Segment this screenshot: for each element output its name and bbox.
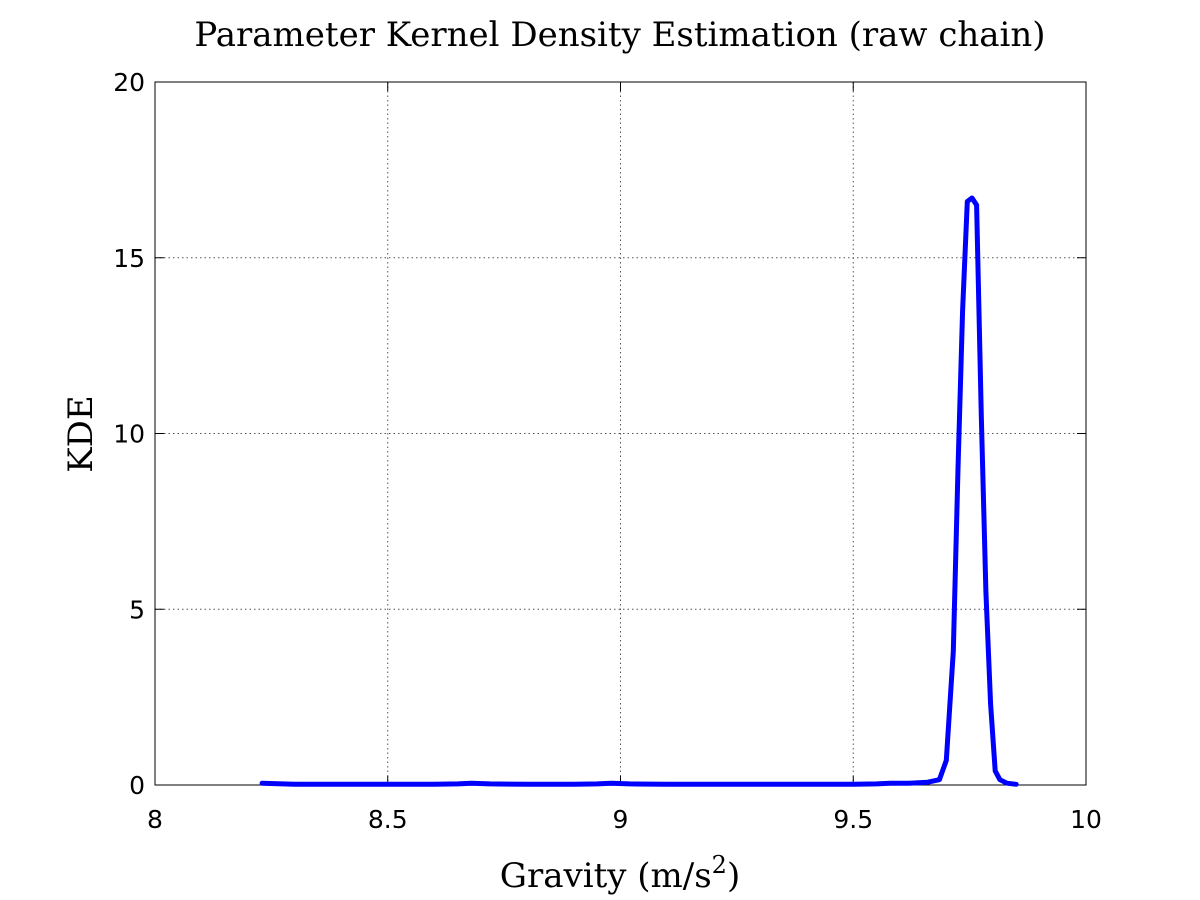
x-tick-label: 9: [613, 805, 629, 834]
x-tick-label: 8.5: [368, 805, 408, 834]
series-layer: [259, 195, 1019, 787]
y-tick-label: 20: [113, 68, 145, 97]
x-tick-label: 9.5: [833, 805, 873, 834]
grid: [155, 82, 1086, 785]
x-axis-label-main: Gravity (m/s: [500, 856, 712, 896]
y-tick-label: 10: [113, 420, 145, 449]
ticks: [154, 81, 1087, 786]
chart-title: Parameter Kernel Density Estimation (raw…: [194, 15, 1045, 55]
x-axis-label-tail: ): [727, 856, 740, 896]
x-tick-label: 8: [147, 805, 163, 834]
kde-series-line: [259, 195, 1019, 787]
y-tick-label: 15: [113, 244, 145, 273]
x-tick-labels: 8 8.5 9 9.5 10: [147, 805, 1102, 834]
y-tick-label: 0: [129, 771, 145, 800]
x-axis-label: Gravity (m/s2): [500, 851, 740, 896]
x-tick-label: 10: [1070, 805, 1102, 834]
x-axis-label-sup: 2: [712, 851, 727, 879]
y-axis-label: KDE: [61, 395, 101, 472]
y-tick-label: 5: [129, 595, 145, 624]
y-tick-labels: 0 5 10 15 20: [113, 68, 145, 800]
